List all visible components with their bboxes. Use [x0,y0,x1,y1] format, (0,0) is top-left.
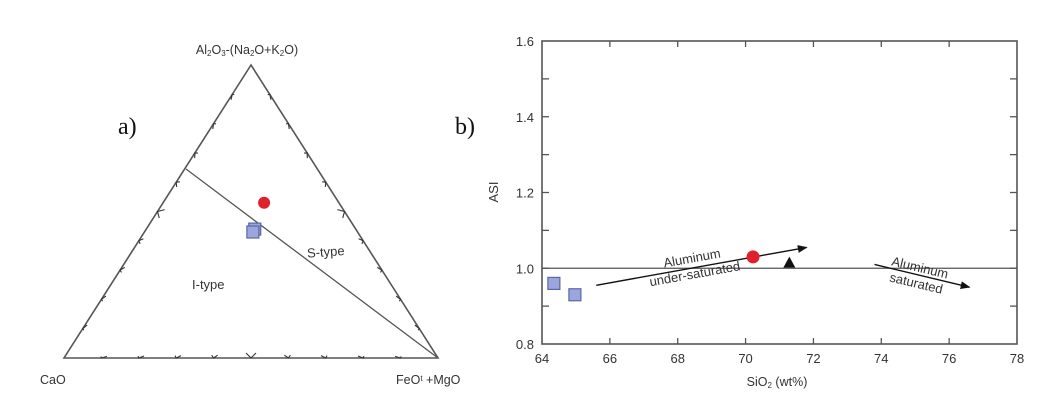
y-axis-label: ASI [486,182,501,203]
panel-b-label: b) [455,114,475,140]
x-tick-label: 68 [670,351,684,366]
ternary-tick [337,209,346,219]
ternary-tick [322,181,327,187]
y-tick-labels: 0.8 1.0 1.2 1.4 1.6 [516,34,534,352]
ternary-tick [357,355,365,359]
apex-label-left: CaO [40,373,66,387]
ternary-tick [394,355,402,359]
x-tick-label: 64 [535,351,549,366]
x-tick-label: 72 [806,351,820,366]
field-label-s-type: S-type [306,243,345,261]
x-axis-label: SiO2 (wt%) [747,375,808,390]
red-circle-marker [258,196,271,209]
ternary-tick [156,209,165,219]
x-tick-label: 74 [874,351,888,366]
annotation-arrow [596,245,808,286]
blue-square-marker [547,276,561,290]
ternary-points [246,196,271,239]
ternary-tick [304,152,308,159]
ternary-triangle [62,63,440,359]
ternary-tick [395,295,402,302]
ternary-tick [100,295,107,302]
ternary-ticks [81,93,421,359]
apex-label-right: FeOt +MgO [396,373,461,387]
ternary-tick [267,93,272,100]
plot-frame [541,40,1018,345]
ternary-tick [230,93,235,100]
x-tick-label: 66 [603,351,617,366]
ternary-tick [320,355,328,359]
y-tick-label: 1.6 [516,34,534,49]
x-tick-label: 70 [738,351,752,366]
y-tick-label: 1.2 [516,186,534,201]
red-circle-marker [746,250,760,264]
y-tick-label: 0.8 [516,337,534,352]
ternary-tick [211,354,218,359]
x-tick-labels: 64 66 68 70 72 74 76 78 [535,351,1024,366]
blue-square-marker [246,225,260,239]
panel-a-label: a) [118,114,137,140]
ternary-tick [175,181,180,187]
ternary-tick [358,238,364,245]
ternary-tick [81,324,88,331]
ternary-diagram: a) Al2O3-(Na2O+K2O) CaO FeOt +MgO I-type… [40,43,461,387]
y-tick-label: 1.4 [516,110,534,125]
ternary-tick [194,152,198,159]
ternary-tick [100,355,108,359]
axis-ticks [542,41,1017,344]
ternary-tick [284,354,291,359]
field-label-i-type: I-type [192,277,225,292]
ternary-tick [245,352,257,359]
ternary-tick [414,324,421,331]
ternary-tick [137,355,145,359]
x-tick-label: 78 [1010,351,1024,366]
asi-scatter-plot: b) 64 66 68 70 72 74 76 78 0.8 1.0 1.2 1.4 1.6 SiO2… [455,34,1024,390]
ternary-tick [119,266,125,273]
ternary-tick [212,122,217,130]
x-tick-label: 76 [942,351,956,366]
i-s-type-divider-line [185,168,439,359]
data-points [547,250,796,302]
ternary-tick [138,238,144,245]
y-tick-label: 1.0 [516,261,534,276]
ternary-tick [174,355,182,359]
annotation-arrow [874,263,971,289]
ternary-tick [377,266,383,273]
ternary-tick [285,122,290,130]
apex-label-top: Al2O3-(Na2O+K2O) [196,43,298,58]
blue-square-marker [568,288,582,302]
black-triangle-marker [783,256,796,268]
